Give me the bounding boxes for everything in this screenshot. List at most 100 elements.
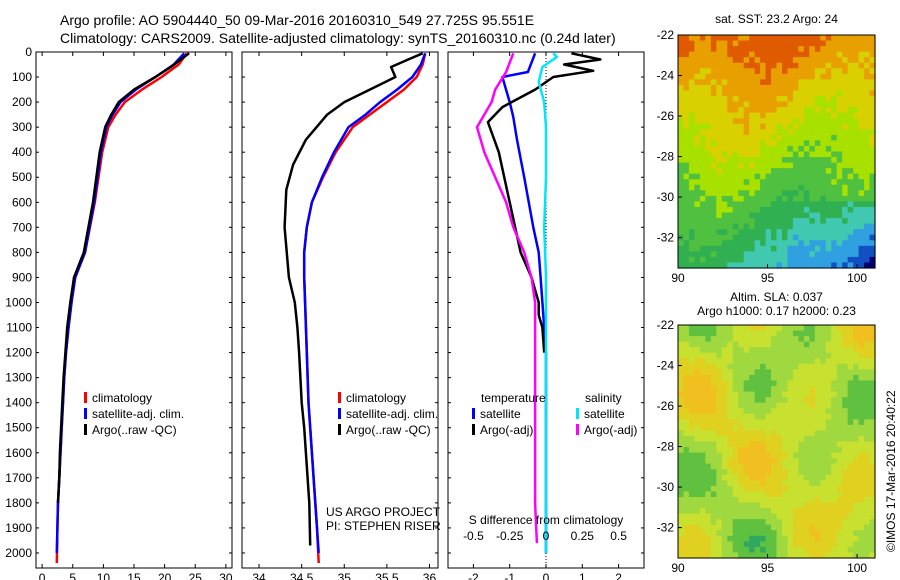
sla-cell <box>771 524 778 531</box>
sla-cell <box>688 496 696 504</box>
sst-cell <box>864 62 871 69</box>
sst-cell <box>825 190 832 197</box>
sst-cell <box>716 190 723 197</box>
sst-cell <box>792 79 799 86</box>
sst-cell <box>820 190 827 197</box>
sla-cell <box>776 347 783 354</box>
sla-cell <box>798 480 805 487</box>
sla-cell <box>688 435 696 443</box>
sla-cell <box>727 447 734 454</box>
sst-cell <box>853 145 860 153</box>
sla-cell <box>705 458 712 465</box>
sla-cell <box>831 480 838 487</box>
sla-cell <box>792 363 799 370</box>
sla-cell <box>809 474 816 481</box>
sla-cell <box>864 535 871 542</box>
sla-cell <box>869 358 876 365</box>
sst-cell <box>754 57 761 64</box>
sla-cell <box>688 402 696 409</box>
sst-cell <box>765 190 772 197</box>
sla-cell <box>853 330 860 337</box>
sla-cell <box>836 408 843 415</box>
sla-cell <box>776 430 783 437</box>
sst-cell <box>858 96 865 103</box>
sla-cell <box>705 358 712 365</box>
sla-cell <box>771 458 778 465</box>
sla-cell <box>825 358 832 365</box>
sla-cell <box>847 369 854 376</box>
sst-cell <box>869 190 876 197</box>
sst-cell <box>771 151 778 158</box>
sst-cell <box>727 101 734 108</box>
sla-cell <box>847 508 854 515</box>
sla-cell <box>776 413 783 420</box>
sla-cell <box>760 502 767 509</box>
sla-cell <box>825 458 832 465</box>
sst-cell <box>836 40 843 47</box>
sla-cell <box>683 347 690 354</box>
sla-cell <box>792 386 799 393</box>
sla-cell <box>760 535 767 542</box>
sla-cell <box>820 535 827 542</box>
sst-cell <box>820 129 827 136</box>
sst-cell <box>754 46 761 53</box>
sla-cell <box>716 402 723 409</box>
sla-cell <box>749 391 756 398</box>
sst-cell <box>798 184 805 191</box>
sla-cell <box>825 363 832 370</box>
sst-cell <box>743 123 750 130</box>
sst-cell <box>699 112 706 119</box>
sla-cell <box>820 369 827 376</box>
sla-cell <box>781 491 789 498</box>
sla-cell <box>781 380 789 387</box>
sst-cell <box>858 229 865 236</box>
sst-cell <box>847 96 854 103</box>
sst-cell <box>864 118 871 125</box>
sst-cell <box>781 140 789 147</box>
sst-cell <box>716 101 723 108</box>
sst-cell <box>825 251 832 258</box>
sla-cell <box>847 391 854 398</box>
sla-cell <box>710 408 717 415</box>
sla-cell <box>831 474 838 481</box>
sst-cell <box>814 184 821 191</box>
sst-cell <box>814 140 821 147</box>
sla-cell <box>814 535 821 542</box>
sst-cell <box>792 118 799 125</box>
sst-cell <box>814 145 821 153</box>
sla-cell <box>716 391 723 398</box>
sla-cell <box>814 552 821 559</box>
sst-cell <box>732 107 739 114</box>
sla-cell <box>869 480 876 487</box>
sst-cell <box>853 51 860 58</box>
sst-cell <box>694 118 701 125</box>
sla-cell <box>743 452 750 459</box>
sst-cell <box>864 96 871 103</box>
sst-cell <box>760 184 767 191</box>
sst-cell <box>831 212 838 219</box>
sst-cell <box>743 173 750 180</box>
sla-cell <box>831 541 838 548</box>
sla-cell <box>683 480 690 487</box>
sst-cell <box>727 173 734 180</box>
sla-cell <box>754 435 761 443</box>
sst-cell <box>781 79 789 86</box>
sla-cell <box>787 485 794 493</box>
sla-cell <box>864 341 871 348</box>
sst-cell <box>842 218 849 225</box>
sla-cell <box>710 341 717 348</box>
sst-cell <box>771 162 778 169</box>
sla-cell <box>743 441 750 448</box>
sst-cell <box>853 168 860 175</box>
depth-tick-label: 400 <box>12 145 32 159</box>
sla-cell <box>771 424 778 432</box>
sst-cell <box>831 46 838 53</box>
sst-cell <box>694 140 701 147</box>
depth-tick-label: 1400 <box>5 396 32 410</box>
sla-cell <box>781 358 789 365</box>
sla-cell <box>727 402 734 409</box>
sst-map-title: sat. SST: 23.2 Argo: 24 <box>715 12 838 26</box>
sla-cell <box>683 358 690 365</box>
sla-cell <box>836 469 843 476</box>
sla-cell <box>781 480 789 487</box>
